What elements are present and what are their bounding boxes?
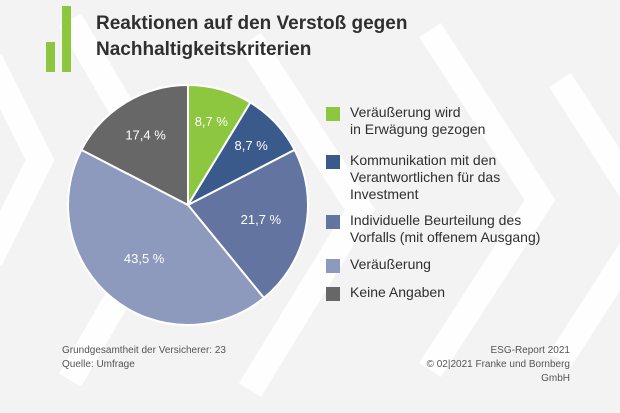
chart-title-line-2: Nachhaltigkeitskriterien xyxy=(96,39,312,60)
legend-label: Keine Angaben xyxy=(350,284,445,300)
legend-swatch xyxy=(326,259,340,273)
chart-title: Reaktionen auf den Verstoß gegen Nachhal… xyxy=(96,11,407,63)
background-chevrons xyxy=(0,13,620,397)
logo-bar-tall xyxy=(62,6,71,72)
legend-swatch xyxy=(326,155,340,169)
legend-label: Individuelle Beurteilung des Vorfalls (m… xyxy=(350,212,541,245)
pie-chart: 8,7 % 8,7 % 21,7 % 43,5 % 17,4 % xyxy=(67,83,309,326)
legend-label: Veräußerung wird in Erwägung gezogen xyxy=(350,104,486,137)
pie-slice-label-4: 43,5 % xyxy=(124,251,165,266)
footer-report-name: ESG-Report 2021 xyxy=(490,345,571,356)
legend-label: Veräußerung xyxy=(350,256,431,272)
pie-slice-5 xyxy=(80,83,189,207)
pie-slice-label-3: 21,7 % xyxy=(241,212,282,227)
pie-slice-label-2: 8,7 % xyxy=(235,138,269,153)
footer-copyright: ESG-Report 2021 © 02|2021 Franke und Bor… xyxy=(400,344,570,386)
footer-source-line: Quelle: Umfrage xyxy=(62,359,135,370)
pie-slice-label-5: 17,4 % xyxy=(125,127,166,142)
footer-population: Grundgesamtheit der Versicherer: 23 xyxy=(62,345,226,356)
footer-source: Grundgesamtheit der Versicherer: 23 Quel… xyxy=(62,344,226,372)
legend-swatch xyxy=(326,287,340,301)
pie-slice-label-1: 8,7 % xyxy=(195,114,229,129)
logo-bar-short xyxy=(46,42,55,72)
pie-slice-4 xyxy=(67,148,266,326)
legend-label: Kommunikation mit den Verantwortlichen f… xyxy=(350,152,501,202)
pie-slice-3 xyxy=(186,148,309,300)
chart-title-line-1: Reaktionen auf den Verstoß gegen xyxy=(96,13,408,34)
footer-copyright-line: © 02|2021 Franke und Bornberg GmbH xyxy=(426,359,570,384)
legend-swatch xyxy=(326,107,340,121)
legend-swatch xyxy=(326,215,340,229)
